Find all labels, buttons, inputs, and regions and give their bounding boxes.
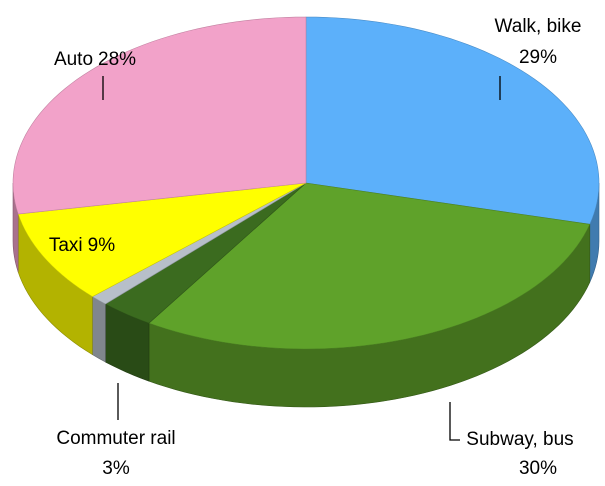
category-label: Auto — [54, 49, 93, 70]
value-label: 3% — [102, 458, 130, 479]
slice — [305, 16, 600, 225]
slice — [148, 182, 591, 350]
slice — [12, 16, 307, 215]
category-label: Taxi — [49, 235, 83, 256]
category-label: Subway, bus — [466, 429, 573, 450]
slice — [17, 182, 307, 297]
category-label: Walk, bike — [495, 16, 582, 37]
slice-label: Taxi 9% — [49, 235, 115, 256]
value-label: 30% — [519, 458, 557, 479]
slice — [104, 182, 307, 324]
value-label: 9% — [88, 235, 116, 256]
slice-side — [92, 296, 106, 363]
value-label: 28% — [98, 49, 136, 70]
leader-line — [449, 402, 460, 441]
category-label: Commuter rail — [56, 428, 175, 449]
value-label: 29% — [519, 47, 557, 68]
slice-label: Auto 28% — [54, 49, 136, 70]
